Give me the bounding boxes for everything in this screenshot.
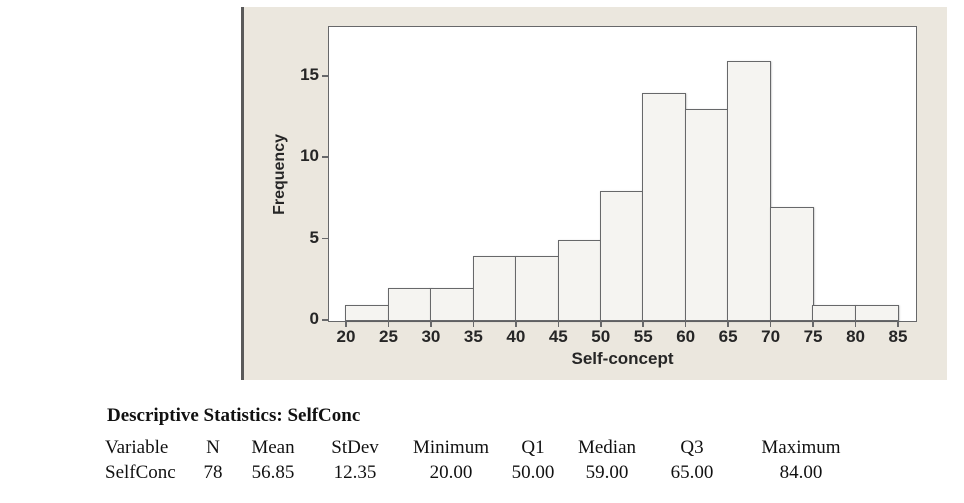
histogram-bar: [600, 190, 644, 321]
x-tick-label: 80: [846, 327, 865, 346]
x-tick-label: 40: [506, 327, 526, 346]
histogram-bar: [854, 304, 899, 321]
stats-value-cell: 12.35: [333, 462, 377, 483]
y-tick-label: 5: [309, 227, 319, 247]
x-tick-label: 35: [463, 327, 483, 346]
histogram-bar: [430, 288, 475, 321]
y-tick-mark: [322, 237, 329, 240]
x-axis-title: Self-concept: [571, 349, 674, 368]
histogram-bar: [812, 304, 857, 321]
x-tick-mark: [769, 321, 772, 327]
stats-header-cell: StDev: [331, 437, 379, 458]
histogram-bar: [345, 304, 390, 321]
x-tick-label: 20: [336, 327, 356, 346]
x-tick-mark: [430, 321, 432, 327]
x-tick-mark: [727, 321, 729, 327]
x-tick-label: 70: [761, 327, 781, 346]
x-tick-mark: [387, 321, 390, 327]
y-tick-label: 0: [309, 309, 319, 328]
y-tick-label: 15: [300, 64, 319, 84]
histogram-bar: [642, 93, 687, 321]
stats-value-cell: 20.00: [429, 462, 473, 483]
x-tick-mark: [854, 321, 857, 327]
x-tick-label: 75: [803, 327, 823, 346]
y-tick-mark: [322, 75, 329, 77]
stats-header-cell: Minimum: [412, 437, 489, 458]
histogram-panel: Frequency 20 25 30 35 40 45 50 55 60 65 70 75 80 85 0 5…: [241, 7, 947, 380]
x-tick-label: 65: [718, 327, 738, 346]
stats-value-cell: 65.00: [670, 462, 714, 483]
stats-header-cell: Mean: [251, 437, 295, 458]
x-tick-mark: [515, 321, 517, 327]
x-tick-label: 60: [676, 327, 696, 346]
stats-header-cell: Maximum: [761, 437, 841, 458]
y-tick-label: 10: [300, 146, 319, 166]
x-tick-mark: [600, 321, 602, 327]
histogram-bar: [727, 60, 772, 321]
stats-header-cell: N: [206, 437, 220, 458]
stats-value-cell: SelfConc: [105, 462, 176, 483]
x-tick-label: 85: [888, 327, 908, 346]
x-tick-mark: [897, 321, 899, 327]
x-tick-label: 45: [548, 327, 568, 346]
descriptive-statistics: Descriptive Statistics: SelfConc Variabl…: [105, 405, 871, 485]
stats-table: Variable N Mean StDev Minimum Q1 Median Q3 Maxim…: [105, 435, 871, 485]
stats-header-cell: Variable: [105, 437, 169, 458]
histogram-bar: [769, 207, 814, 321]
stats-value-cell: 50.00: [511, 462, 555, 483]
plot-area: 20 25 30 35 40 45 50 55 60 65 70 75 80 85 0 5 10 15: [300, 26, 917, 346]
histogram-bar: [557, 239, 602, 321]
x-tick-label: 25: [378, 327, 398, 346]
x-tick-mark: [642, 321, 644, 327]
histogram-bar: [684, 109, 729, 321]
x-tick-mark: [472, 321, 475, 327]
stats-header-cell: Q3: [680, 437, 704, 458]
histogram-bar: [515, 255, 560, 321]
histogram-bar: [387, 288, 432, 321]
stats-title: Descriptive Statistics: SelfConc: [107, 405, 361, 426]
y-tick-mark: [322, 319, 329, 321]
stats-value-cell: 78: [203, 462, 223, 483]
x-tick-label: 55: [633, 327, 653, 346]
x-tick-label: 30: [421, 327, 441, 346]
x-tick-label: 50: [591, 327, 611, 346]
histogram-bar: [472, 255, 517, 321]
stats-value-cell: 59.00: [585, 462, 629, 483]
y-tick-mark: [322, 156, 329, 158]
x-tick-mark: [345, 321, 347, 327]
x-tick-mark: [812, 321, 814, 327]
stats-header-cell: Q1: [521, 437, 545, 458]
x-tick-mark: [684, 321, 687, 327]
stats-value-cell: 84.00: [779, 462, 823, 483]
x-tick-mark: [557, 321, 560, 327]
stats-header-cell: Median: [577, 437, 637, 458]
stats-value-cell: 56.85: [251, 462, 295, 483]
